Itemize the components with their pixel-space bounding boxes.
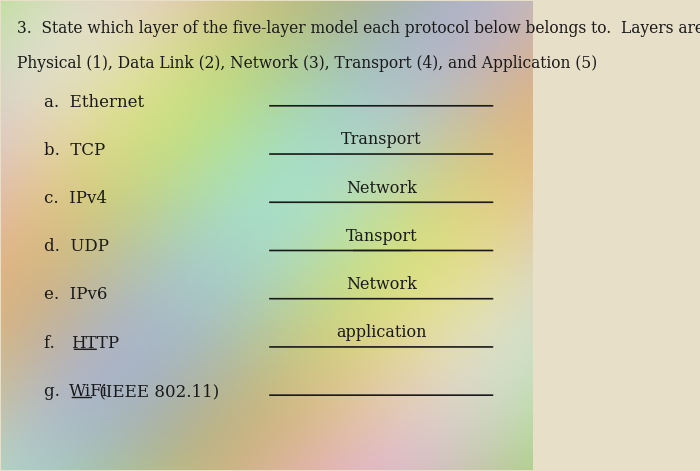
Text: Transport: Transport bbox=[341, 131, 421, 148]
Text: Network: Network bbox=[346, 276, 416, 293]
Text: a.  Ethernet: a. Ethernet bbox=[44, 94, 144, 111]
Text: c.  IPv4: c. IPv4 bbox=[44, 190, 107, 207]
Text: d.  UDP: d. UDP bbox=[44, 238, 109, 255]
Text: Network: Network bbox=[346, 179, 416, 196]
Text: f.: f. bbox=[44, 335, 71, 352]
Text: b.  TCP: b. TCP bbox=[44, 142, 105, 159]
Text: (IEEE 802.11): (IEEE 802.11) bbox=[94, 383, 220, 400]
Text: HTTP: HTTP bbox=[71, 335, 120, 352]
Text: g.: g. bbox=[44, 383, 70, 400]
Text: application: application bbox=[336, 325, 426, 341]
Text: e.  IPv6: e. IPv6 bbox=[44, 286, 107, 303]
Text: Physical (1), Data Link (2), Network (3), Transport (4), and Application (5): Physical (1), Data Link (2), Network (3)… bbox=[18, 55, 598, 72]
Text: Tansport: Tansport bbox=[345, 228, 417, 245]
Text: 3.  State which layer of the five-layer model each protocol below belongs to.  L: 3. State which layer of the five-layer m… bbox=[18, 20, 700, 37]
Text: WiFi: WiFi bbox=[69, 383, 108, 400]
